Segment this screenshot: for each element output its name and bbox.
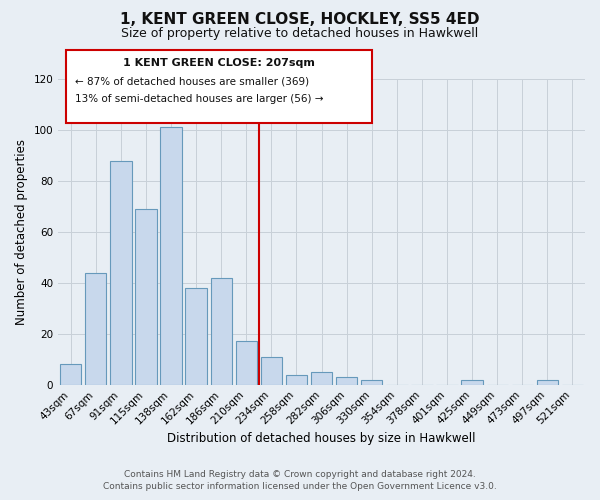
Bar — [261, 356, 282, 384]
Bar — [236, 342, 257, 384]
Bar — [537, 380, 558, 384]
Bar — [211, 278, 232, 384]
Bar — [336, 377, 358, 384]
Y-axis label: Number of detached properties: Number of detached properties — [15, 139, 28, 325]
Bar — [110, 160, 131, 384]
Bar — [461, 380, 483, 384]
Bar — [160, 128, 182, 384]
Text: 13% of semi-detached houses are larger (56) →: 13% of semi-detached houses are larger (… — [75, 94, 323, 104]
Bar — [311, 372, 332, 384]
Bar — [136, 209, 157, 384]
Text: 1, KENT GREEN CLOSE, HOCKLEY, SS5 4ED: 1, KENT GREEN CLOSE, HOCKLEY, SS5 4ED — [120, 12, 480, 28]
Text: Size of property relative to detached houses in Hawkwell: Size of property relative to detached ho… — [121, 28, 479, 40]
Text: Contains HM Land Registry data © Crown copyright and database right 2024.: Contains HM Land Registry data © Crown c… — [124, 470, 476, 479]
Bar — [185, 288, 207, 384]
Text: ← 87% of detached houses are smaller (369): ← 87% of detached houses are smaller (36… — [75, 76, 309, 86]
X-axis label: Distribution of detached houses by size in Hawkwell: Distribution of detached houses by size … — [167, 432, 476, 445]
Text: 1 KENT GREEN CLOSE: 207sqm: 1 KENT GREEN CLOSE: 207sqm — [123, 58, 315, 68]
Text: Contains public sector information licensed under the Open Government Licence v3: Contains public sector information licen… — [103, 482, 497, 491]
Bar — [286, 374, 307, 384]
Bar — [361, 380, 382, 384]
Bar — [60, 364, 82, 384]
Bar — [85, 272, 106, 384]
